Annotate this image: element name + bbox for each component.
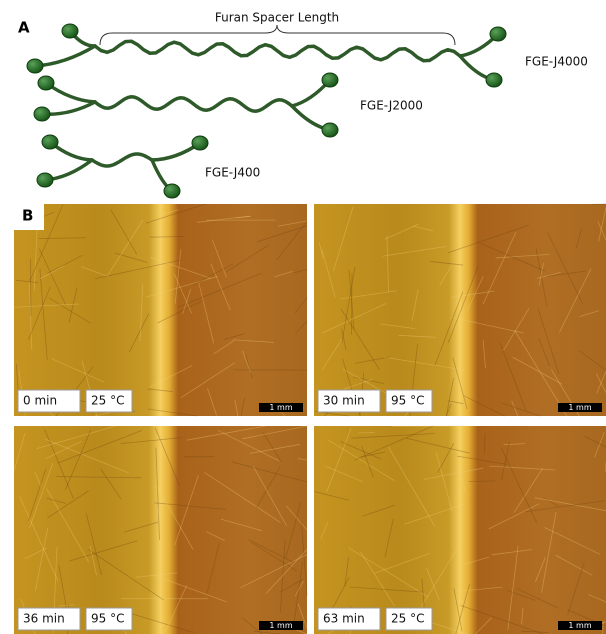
time-label: 63 min — [323, 612, 365, 626]
scale-bar-label: 1 mm — [568, 621, 591, 630]
micrograph: 63 min 25 °C 1 mm — [314, 426, 606, 634]
temperature-label: 25 °C — [391, 612, 424, 626]
furan-end — [42, 135, 58, 149]
brace-label: Furan Spacer Length — [215, 11, 339, 25]
figure: Furan Spacer Length A FGE-J4000 FGE-J200… — [0, 0, 606, 634]
scale-bar-label: 1 mm — [568, 403, 591, 412]
molecule-label: FGE-J2000 — [360, 99, 423, 113]
micrograph: 0 min 25 °C 1 mm — [14, 204, 307, 416]
temperature-label: 95 °C — [391, 394, 424, 408]
molecule-label: FGE-J4000 — [525, 55, 588, 69]
branch — [35, 46, 95, 66]
furan-end — [322, 73, 338, 87]
temperature-label: 95 °C — [91, 612, 124, 626]
furan-end — [192, 136, 208, 150]
spacer-chain — [92, 154, 152, 166]
time-label: 0 min — [23, 394, 57, 408]
scratch — [358, 432, 374, 433]
micrographs: 0 min 25 °C 1 mm 30 min 95 °C 1 mm 36 min 95 °C… — [14, 204, 606, 634]
molecule-label: FGE-J400 — [205, 166, 260, 180]
micrograph: 36 min 95 °C 1 mm — [14, 426, 307, 634]
image-bg — [14, 204, 307, 416]
furan-end — [322, 123, 338, 137]
time-label: 36 min — [23, 612, 65, 626]
micrograph: 30 min 95 °C 1 mm — [314, 204, 606, 416]
furan-end — [27, 59, 43, 73]
spacer-chain — [95, 97, 292, 111]
temperature-label: 25 °C — [91, 394, 124, 408]
image-bg — [314, 426, 606, 634]
scale-bar-label: 1 mm — [269, 403, 292, 412]
furan-end — [34, 107, 50, 121]
furan-end — [38, 76, 54, 90]
furan-end — [490, 27, 506, 41]
brace — [100, 25, 455, 45]
furan-end — [37, 173, 53, 187]
panel-label: A — [18, 19, 30, 37]
spacer-chain — [95, 41, 460, 60]
time-label: 30 min — [323, 394, 365, 408]
furan-end — [62, 24, 78, 38]
scale-bar-label: 1 mm — [269, 621, 292, 630]
furan-end — [486, 73, 502, 87]
panel-label: B — [22, 207, 33, 225]
furan-end — [164, 184, 180, 198]
image-bg — [14, 426, 307, 634]
molecules — [27, 24, 506, 198]
